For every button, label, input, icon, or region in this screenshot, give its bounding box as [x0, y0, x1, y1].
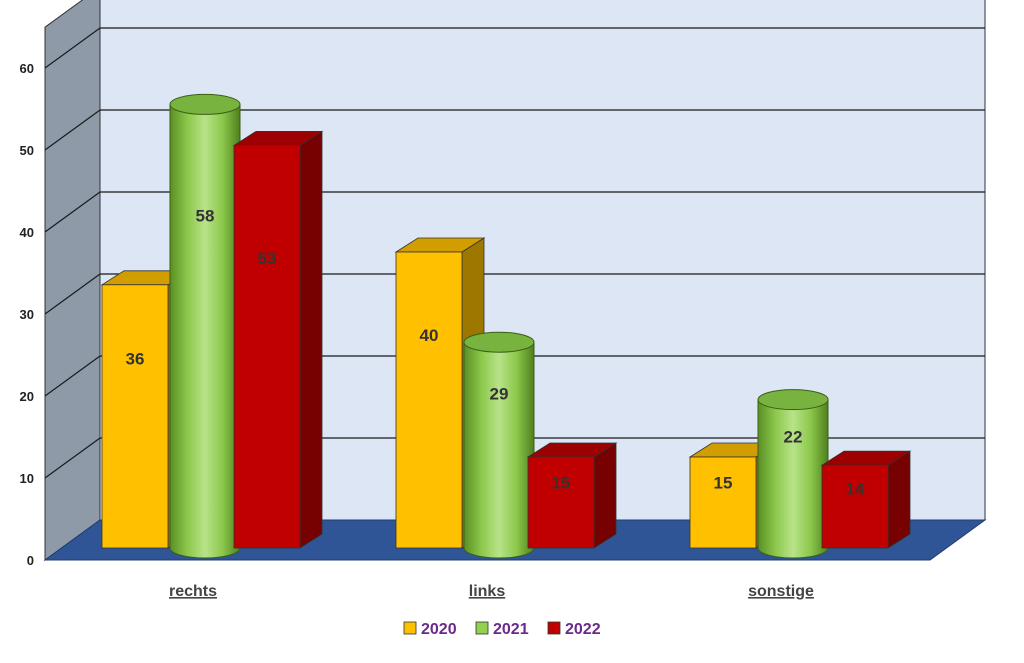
category-label: sonstige [748, 583, 814, 600]
bar-2022-sonstige [821, 464, 889, 549]
legend-swatch [475, 621, 489, 635]
legend-label: 2021 [493, 621, 529, 638]
bar-2022-rechts [233, 144, 301, 549]
data-label: 36 [126, 349, 145, 368]
bar-2020-links [395, 251, 463, 549]
bar-side-2022-links [593, 442, 617, 549]
bar-2021-sonstige [757, 399, 829, 559]
bar-2021-rechts [169, 103, 241, 559]
bar-2022-links [527, 456, 595, 549]
gridline-side [44, 355, 101, 397]
data-label: 15 [714, 473, 733, 492]
gridline-side [44, 109, 101, 151]
data-label: 29 [490, 385, 509, 404]
bar-side-2022-rechts [299, 130, 323, 549]
data-label: 14 [846, 479, 865, 498]
bar-2020-rechts [101, 284, 169, 549]
data-label: 22 [784, 428, 803, 447]
data-label: 58 [196, 206, 215, 225]
bar-top-2021-rechts [169, 93, 241, 115]
data-label: 15 [552, 473, 571, 492]
bar-top-2021-links [463, 331, 535, 353]
bar-2021-links [463, 341, 535, 559]
category-label: links [469, 583, 506, 600]
category-label: rechts [169, 583, 217, 600]
gridline-side [44, 437, 101, 479]
legend: 2020 2021 2022 [403, 621, 601, 638]
bar-side-2022-sonstige [887, 450, 911, 549]
y-tick-label: 30 [20, 307, 34, 322]
y-tick-label: 20 [20, 389, 34, 404]
y-tick-label: 60 [20, 61, 34, 76]
legend-label: 2020 [421, 621, 457, 638]
legend-swatch [547, 621, 561, 635]
y-tick-label: 40 [20, 225, 34, 240]
gridline-side [44, 273, 101, 315]
bar-top-2021-sonstige [757, 389, 829, 411]
category-labels: rechts links sonstige [169, 583, 814, 600]
legend-swatch [403, 621, 417, 635]
gridline-side [44, 27, 101, 69]
legend-label: 2022 [565, 621, 601, 638]
y-axis-ticks: 0 10 20 30 40 50 60 [20, 61, 34, 568]
y-tick-label: 0 [27, 553, 34, 568]
y-tick-label: 50 [20, 143, 34, 158]
data-label: 40 [420, 326, 439, 345]
gridline-side [44, 191, 101, 233]
bars: 36 58 53 40 29 15 15 22 14 [100, 93, 912, 559]
data-label: 53 [258, 249, 277, 268]
y-tick-label: 10 [20, 471, 34, 486]
bar-2020-sonstige [689, 456, 757, 549]
